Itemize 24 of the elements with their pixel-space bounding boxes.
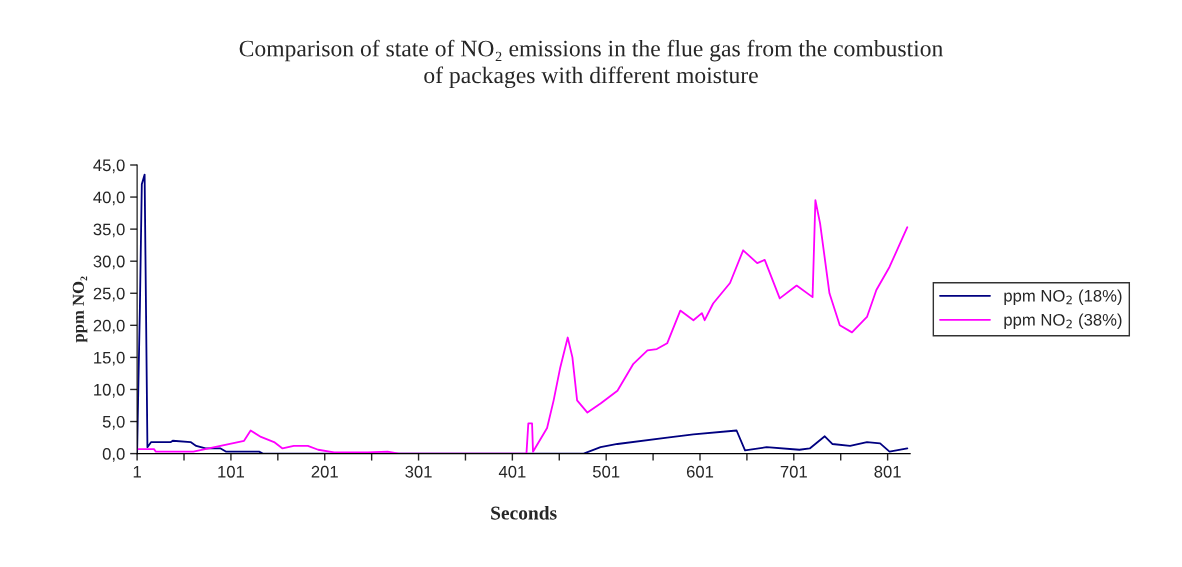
x-tick-label: 401	[498, 465, 526, 478]
y-tick-label: 30,0	[93, 255, 125, 270]
x-tick-label: 301	[405, 465, 432, 478]
y-tick-label: 10,0	[94, 383, 125, 398]
x-axis-title: Seconds	[491, 505, 557, 520]
x-tick-label: 701	[780, 465, 807, 478]
y-axis-title: ppm NO₂	[72, 276, 88, 343]
legend-label: ppm NO$_{2}$ (38%)	[1004, 313, 1122, 329]
legend-label: ppm NO$_{2}$ (18%)	[1004, 289, 1122, 305]
x-tick-label: 1	[133, 466, 141, 478]
y-tick-label: 45,0	[93, 159, 125, 174]
x-tick-label: 201	[311, 465, 338, 478]
y-tick-label: 0,0	[102, 448, 125, 462]
y-tick-label: 20,0	[93, 319, 125, 334]
y-tick-label: 5,0	[102, 415, 125, 430]
x-tick-label: 801	[874, 465, 901, 478]
y-tick-label: 15,0	[94, 351, 125, 366]
y-tick-label: 25,0	[93, 287, 125, 302]
y-tick-label: 35,0	[93, 223, 125, 238]
x-tick-label: 101	[218, 465, 245, 478]
x-tick-label: 501	[592, 465, 620, 478]
x-tick-label: 601	[686, 465, 714, 478]
y-tick-label: 40,0	[93, 191, 125, 206]
chart-title: Comparison of state of NO₂ emissions in the flue gas from the combustion of packages with different moisture	[239, 39, 943, 89]
